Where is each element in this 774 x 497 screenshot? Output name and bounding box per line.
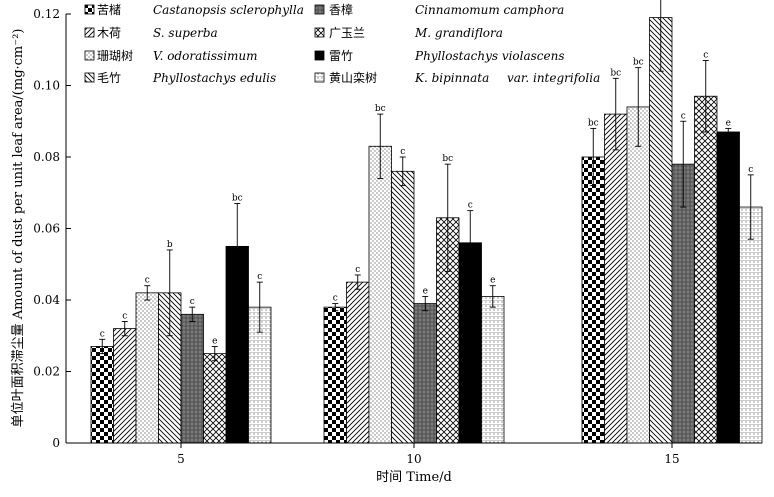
bar-significance-label: bc bbox=[633, 58, 644, 68]
bar-significance-label: bc bbox=[375, 104, 386, 114]
x-ticks: 5 10 15 bbox=[177, 443, 680, 466]
bar-significance-label: c bbox=[145, 276, 150, 286]
bars: cccbcebccccbccebccebcbcbcaccec bbox=[90, 0, 763, 444]
legend-name: 珊瑚树 bbox=[97, 48, 133, 63]
legend-swatch bbox=[84, 27, 95, 38]
bar-significance-label: e bbox=[490, 276, 495, 286]
bar bbox=[135, 292, 159, 444]
bar-significance-label: c bbox=[333, 294, 338, 304]
bar bbox=[113, 328, 137, 444]
bar-significance-label: e bbox=[212, 336, 217, 346]
y-tick-label: 0.04 bbox=[33, 293, 60, 307]
legend-swatch bbox=[84, 4, 95, 15]
bar-significance-label: c bbox=[468, 201, 473, 211]
legend-latin-name: M. grandiflora bbox=[414, 26, 503, 40]
legend-swatch bbox=[314, 4, 325, 15]
bar bbox=[368, 145, 392, 444]
bar bbox=[649, 17, 673, 444]
legend-latin-name: Phyllostachys violascens bbox=[414, 49, 565, 63]
legend-name: 广玉兰 bbox=[329, 26, 365, 40]
legend-name: 雷竹 bbox=[329, 49, 353, 63]
legend-name: 香樟 bbox=[329, 2, 353, 17]
legend: 苦槠 Castanopsis sclerophylla 香樟 Cinnamomum c… bbox=[84, 2, 600, 85]
bar-significance-label: bc bbox=[588, 118, 599, 128]
bar bbox=[581, 156, 605, 444]
y-tick-label: 0 bbox=[52, 436, 60, 450]
legend-latin-name: Castanopsis sclerophylla bbox=[153, 3, 304, 17]
bar-significance-label: c bbox=[100, 329, 105, 339]
legend-swatch bbox=[84, 50, 95, 61]
bar bbox=[323, 306, 347, 444]
x-tick-label: 15 bbox=[664, 452, 679, 466]
legend-name: 木荷 bbox=[97, 26, 121, 40]
legend-latin-name: S. superba bbox=[153, 26, 218, 40]
bar bbox=[604, 113, 628, 444]
bar bbox=[391, 170, 415, 444]
legend-swatch bbox=[314, 27, 325, 38]
bar-significance-label: c bbox=[257, 272, 262, 282]
legend-name: 毛竹 bbox=[97, 71, 121, 85]
y-tick-label: 0.02 bbox=[33, 365, 60, 379]
y-tick-label: 0.08 bbox=[33, 150, 60, 164]
legend-latin-name: Cinnamomum camphora bbox=[415, 3, 564, 17]
bar bbox=[739, 206, 763, 444]
bar-significance-label: bc bbox=[610, 68, 621, 78]
y-tick-label: 0.06 bbox=[33, 222, 60, 236]
bar bbox=[413, 303, 437, 444]
bar-significance-label: e bbox=[726, 118, 731, 128]
legend-latin-name: Phyllostachys edulis bbox=[152, 71, 276, 85]
bar-significance-label: c bbox=[190, 297, 195, 307]
bar bbox=[346, 281, 370, 444]
y-tick-label: 0.10 bbox=[33, 79, 60, 93]
bar-significance-label: bc bbox=[442, 154, 453, 164]
x-tick-label: 5 bbox=[177, 452, 185, 466]
bar bbox=[716, 131, 740, 444]
bar-significance-label: c bbox=[748, 165, 753, 175]
legend-swatch bbox=[314, 72, 325, 83]
bar-significance-label: c bbox=[400, 147, 405, 157]
legend-latin-name: V. odoratissimum bbox=[153, 49, 258, 63]
x-axis-label: 时间 Time/d bbox=[376, 470, 452, 485]
bar-significance-label: c bbox=[681, 111, 686, 121]
bar bbox=[203, 353, 227, 444]
legend-latin-suffix: var. integrifolia bbox=[507, 71, 600, 85]
bar bbox=[481, 296, 505, 444]
bar bbox=[626, 106, 650, 444]
bar-significance-label: bc bbox=[232, 193, 243, 203]
bar-significance-label: c bbox=[122, 311, 127, 321]
y-tick-label: 0.12 bbox=[33, 7, 60, 21]
bar bbox=[180, 313, 204, 444]
legend-latin-name: K. bipinnata bbox=[414, 71, 489, 85]
legend-name: 黄山栾树 bbox=[329, 70, 377, 85]
legend-swatch bbox=[314, 50, 325, 61]
y-axis-label: 单位叶面积滞尘量 Amount of dust per unit leaf ar… bbox=[11, 29, 26, 428]
bar bbox=[694, 95, 718, 444]
bar-significance-label: c bbox=[703, 50, 708, 60]
y-ticks: 0 0.02 0.04 0.06 0.08 0.10 0.12 bbox=[33, 7, 71, 450]
bar-significance-label: e bbox=[423, 286, 428, 296]
bar-significance-label: b bbox=[167, 240, 173, 250]
bar-significance-label: c bbox=[355, 265, 360, 275]
x-tick-label: 10 bbox=[406, 452, 421, 466]
legend-name: 苦槠 bbox=[97, 2, 121, 17]
bar bbox=[90, 346, 114, 444]
legend-swatch bbox=[84, 72, 95, 83]
